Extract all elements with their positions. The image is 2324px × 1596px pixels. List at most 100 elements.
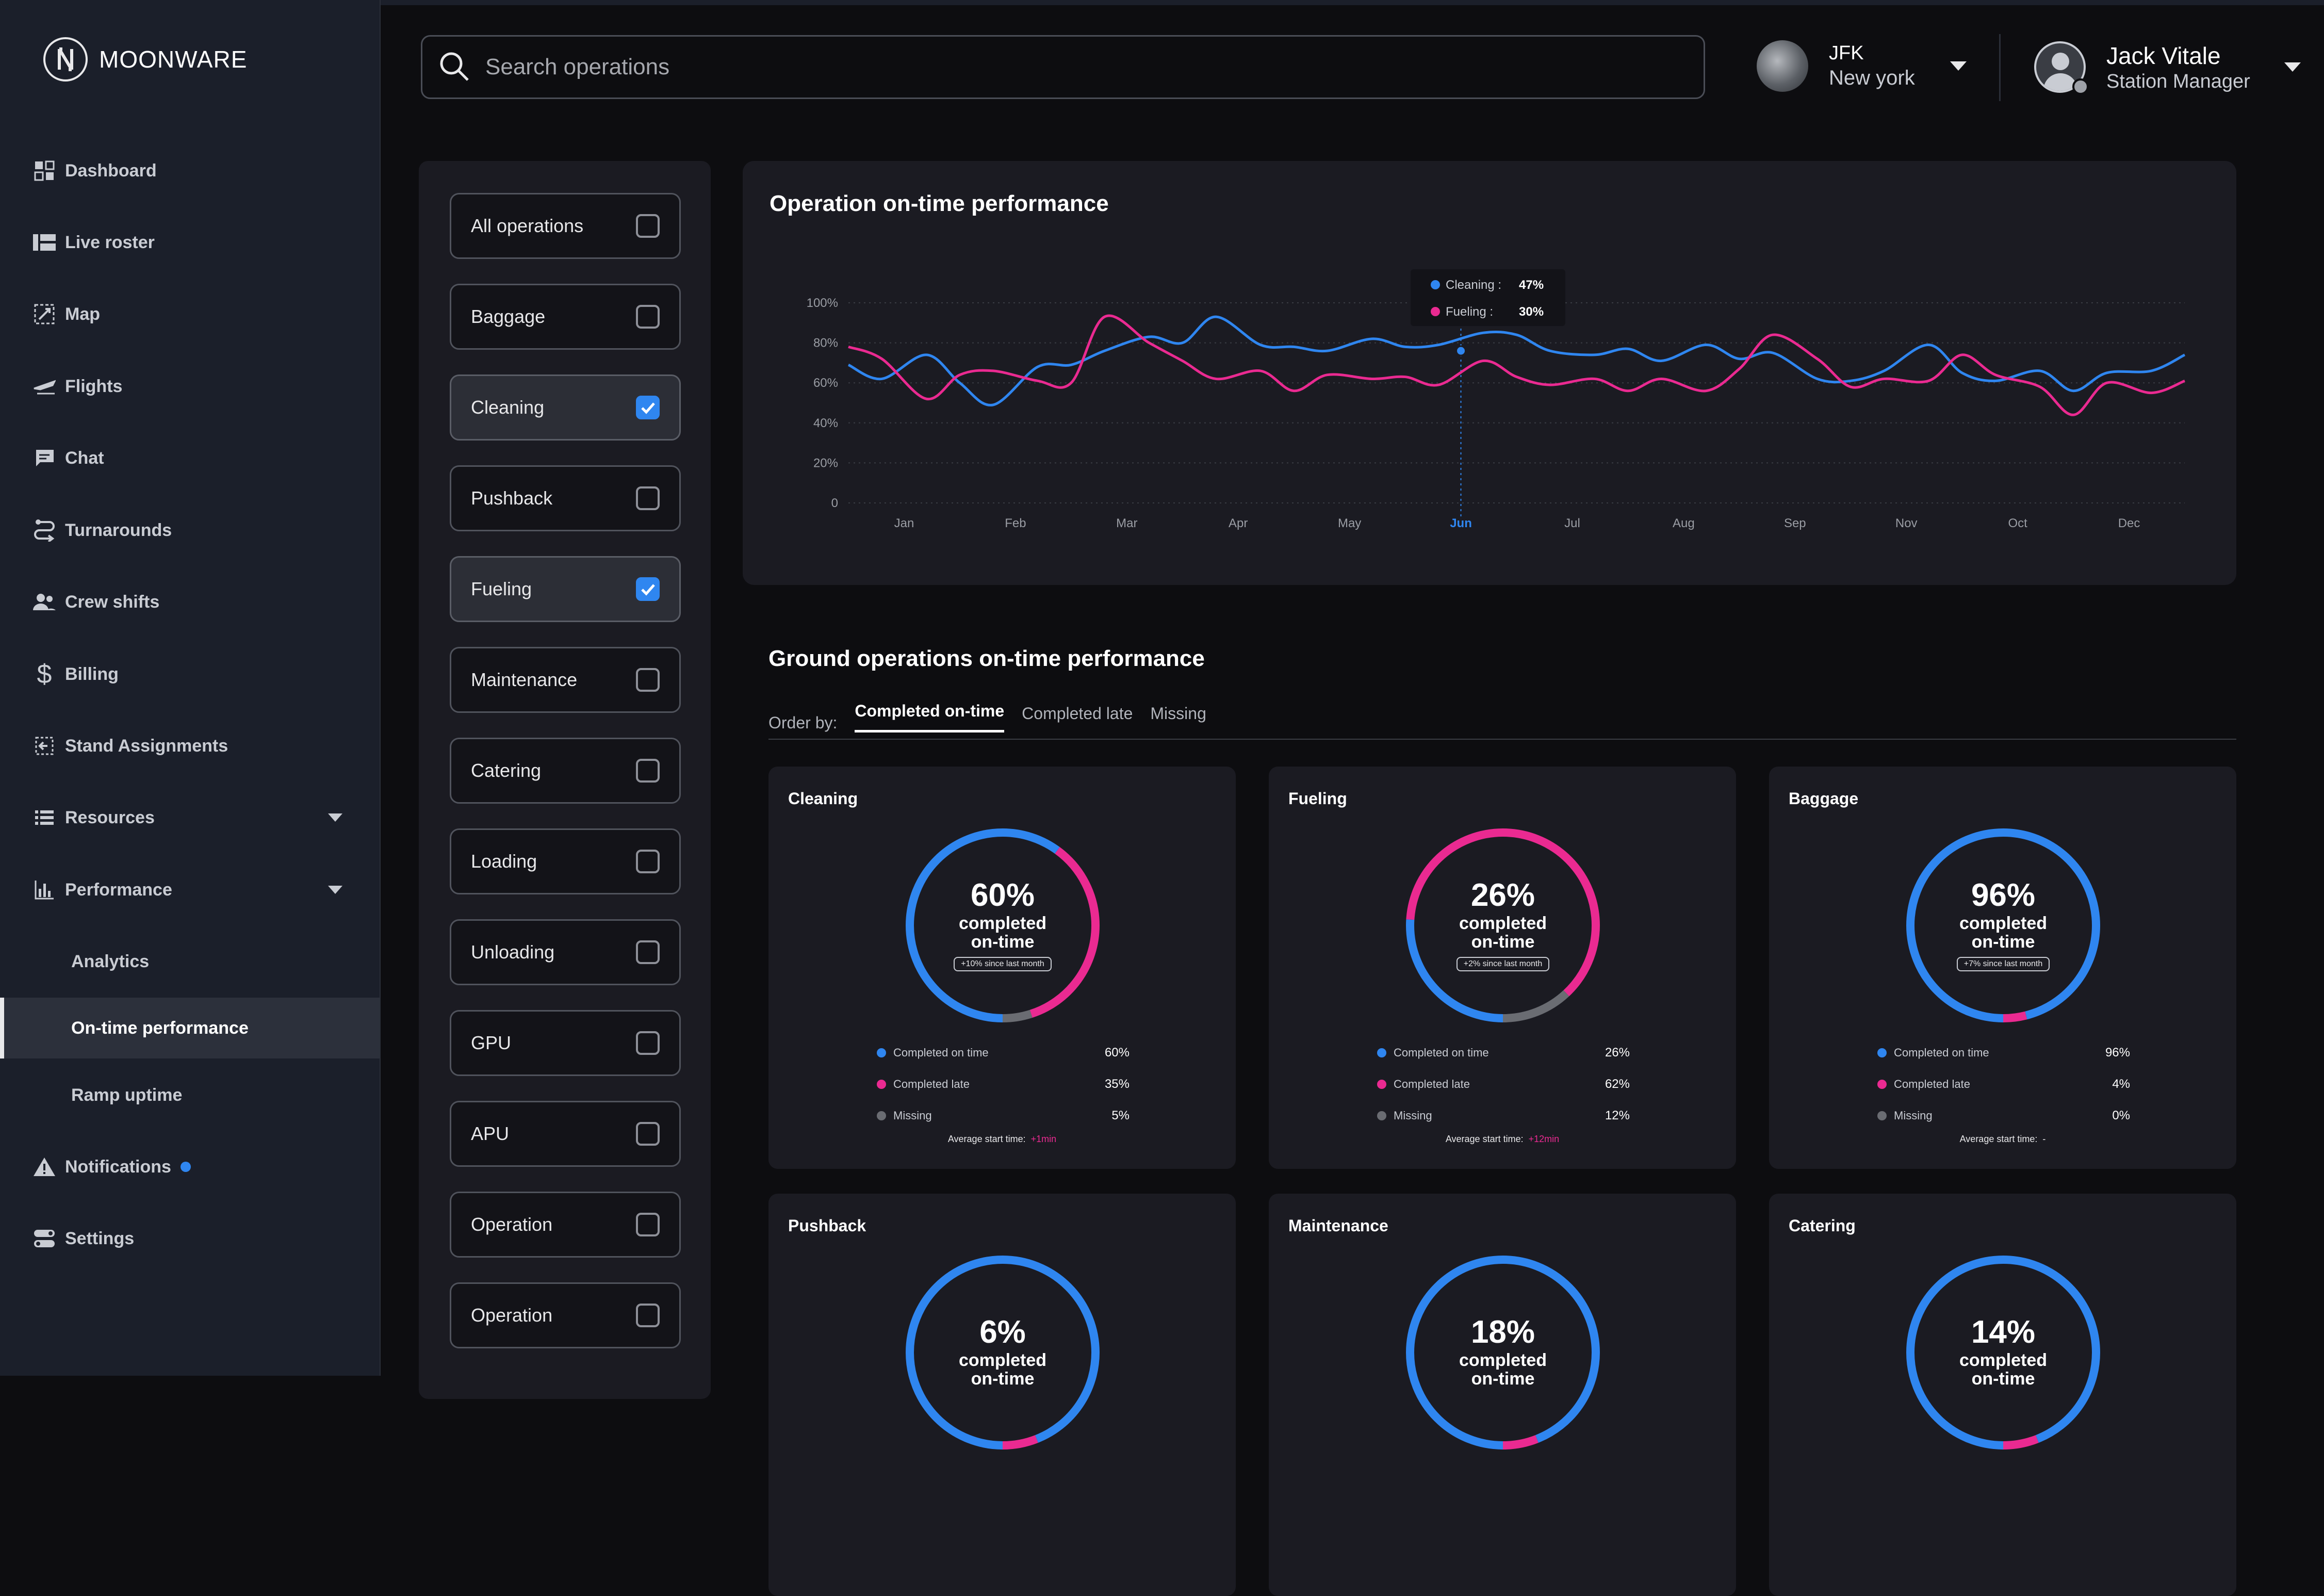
operation-card[interactable]: Baggage 96% completed on-time +7% since last… <box>1769 767 2236 1169</box>
chevron-down-icon[interactable] <box>328 886 342 894</box>
nav-settings[interactable]: Settings <box>0 1210 380 1267</box>
nav-notifications[interactable]: Notifications <box>0 1138 380 1195</box>
donut-center: 96% completed on-time +7% since last month <box>1900 822 2106 1029</box>
filter-item[interactable]: Operation <box>450 1192 681 1258</box>
filter-checkbox[interactable] <box>636 940 660 964</box>
location-selector[interactable]: JFK New york <box>1757 40 1967 92</box>
completion-caption: completed on-time <box>1459 1350 1547 1389</box>
filter-checkbox[interactable] <box>636 1213 660 1236</box>
tab-completed-late[interactable]: Completed late <box>1022 704 1133 723</box>
nav-label: Performance <box>65 880 172 900</box>
nav-live-roster[interactable]: Live roster <box>0 214 380 271</box>
filter-item[interactable]: Pushback <box>450 465 681 531</box>
donut-segment <box>1406 828 1600 1022</box>
nav-billing[interactable]: $ Billing <box>0 646 380 703</box>
ground-ops-title: Ground operations on-time performance <box>768 646 1205 671</box>
filter-checkbox[interactable] <box>636 486 660 510</box>
filter-label: Unloading <box>471 941 555 963</box>
average-start-value: - <box>2042 1134 2046 1144</box>
filter-label: Pushback <box>471 487 553 509</box>
nav-ramp-uptime[interactable]: Ramp uptime <box>0 1067 380 1123</box>
nav-flights[interactable]: Flights <box>0 358 380 415</box>
filter-item[interactable]: Cleaning <box>450 374 681 441</box>
checkmark-icon <box>641 402 655 414</box>
warning-icon <box>32 1154 57 1179</box>
completion-percent: 6% <box>979 1314 1026 1350</box>
chart-card: Operation on-time performance 100% 80% 60%… <box>743 161 2236 585</box>
filter-label: GPU <box>471 1032 512 1053</box>
logo[interactable]: MOONWARE <box>43 37 247 82</box>
nav-chat[interactable]: Chat <box>0 430 380 486</box>
filter-item[interactable]: Loading <box>450 828 681 894</box>
nav-on-time-performance[interactable]: On-time performance <box>0 998 380 1058</box>
filter-checkbox[interactable] <box>636 577 660 601</box>
nav-performance[interactable]: Performance <box>0 861 380 918</box>
sidebar: MOONWARE Dashboard Live roster Map Fligh… <box>0 0 381 1376</box>
tooltip <box>1411 269 1565 326</box>
filter-checkbox[interactable] <box>636 1304 660 1327</box>
nav-map[interactable]: Map <box>0 286 380 343</box>
search-input[interactable] <box>484 54 1621 80</box>
legend-row: Completed on time 26% <box>1377 1046 1630 1060</box>
legend-dot <box>1877 1111 1887 1120</box>
filter-item[interactable]: Operation <box>450 1282 681 1348</box>
x-tick-label: Feb <box>1005 516 1026 530</box>
legend-value: 5% <box>1111 1109 1130 1122</box>
filter-label: Loading <box>471 851 537 872</box>
filter-checkbox[interactable] <box>636 305 660 329</box>
operation-card[interactable]: Catering 14% completed on-time <box>1769 1194 2236 1596</box>
nav-crew-shifts[interactable]: Crew shifts <box>0 574 380 630</box>
operation-card[interactable]: Pushback 6% completed on-time <box>768 1194 1236 1596</box>
donut-center: 18% completed on-time <box>1400 1249 1606 1456</box>
nav-label: Chat <box>65 448 104 468</box>
filter-checkbox[interactable] <box>636 1122 660 1146</box>
line-chart[interactable]: 100% 80% 60% 40% 20% 0 Jan Feb Mar Apr May Jun Jul Au… <box>743 161 2236 585</box>
tab-missing[interactable]: Missing <box>1150 704 1206 723</box>
search-bar[interactable] <box>421 35 1705 99</box>
filter-item[interactable]: Unloading <box>450 919 681 985</box>
user-menu[interactable]: Jack Vitale Station Manager <box>2034 41 2301 95</box>
chevron-down-icon[interactable] <box>2284 62 2301 72</box>
operation-name: Fueling <box>1288 789 1347 808</box>
filter-checkbox[interactable] <box>636 668 660 692</box>
chevron-down-icon[interactable] <box>1950 61 1967 71</box>
operation-card[interactable]: Fueling 26% completed on-time +2% since last… <box>1269 767 1736 1169</box>
nav-resources[interactable]: Resources <box>0 789 380 846</box>
filter-checkbox[interactable] <box>636 850 660 873</box>
y-tick-label: 0 <box>831 496 838 510</box>
donut-segment <box>906 828 1100 1022</box>
nav-dashboard[interactable]: Dashboard <box>0 142 380 199</box>
filter-label: Cleaning <box>471 397 545 418</box>
filter-item[interactable]: Catering <box>450 738 681 804</box>
operation-name: Maintenance <box>1288 1216 1388 1235</box>
operation-card[interactable]: Maintenance 18% completed on-time <box>1269 1194 1736 1596</box>
legend-label: Completed late <box>1894 1078 1970 1090</box>
x-tick-label: Jun <box>1450 516 1472 530</box>
legend-value: 96% <box>2105 1046 2130 1060</box>
filter-checkbox[interactable] <box>636 1031 660 1055</box>
filter-label: All operations <box>471 215 584 236</box>
filter-item[interactable]: Fueling <box>450 556 681 622</box>
legend-label: Completed late <box>1394 1078 1470 1090</box>
legend-dot <box>877 1048 886 1057</box>
tab-completed-on-time[interactable]: Completed on-time <box>855 702 1005 732</box>
nav-analytics[interactable]: Analytics <box>0 933 380 990</box>
filter-item[interactable]: GPU <box>450 1010 681 1076</box>
filter-checkbox[interactable] <box>636 214 660 238</box>
change-badge: +7% since last month <box>1956 956 2050 971</box>
filter-item[interactable]: All operations <box>450 193 681 259</box>
legend-label: Missing <box>1394 1109 1432 1122</box>
nav-turnarounds[interactable]: Turnarounds <box>0 502 380 559</box>
filter-checkbox[interactable] <box>636 759 660 783</box>
filter-checkbox[interactable] <box>636 396 660 419</box>
nav-label: On-time performance <box>71 1018 249 1038</box>
operation-card[interactable]: Cleaning 60% completed on-time +10% since la… <box>768 767 1236 1169</box>
user-role: Station Manager <box>2106 70 2250 92</box>
filter-label: APU <box>471 1123 510 1144</box>
filter-item[interactable]: APU <box>450 1101 681 1167</box>
nav-stand-assignments[interactable]: Stand Assignments <box>0 718 380 774</box>
chevron-down-icon[interactable] <box>328 813 342 822</box>
filter-item[interactable]: Baggage <box>450 284 681 350</box>
stand-icon <box>32 734 57 758</box>
filter-item[interactable]: Maintenance <box>450 647 681 713</box>
